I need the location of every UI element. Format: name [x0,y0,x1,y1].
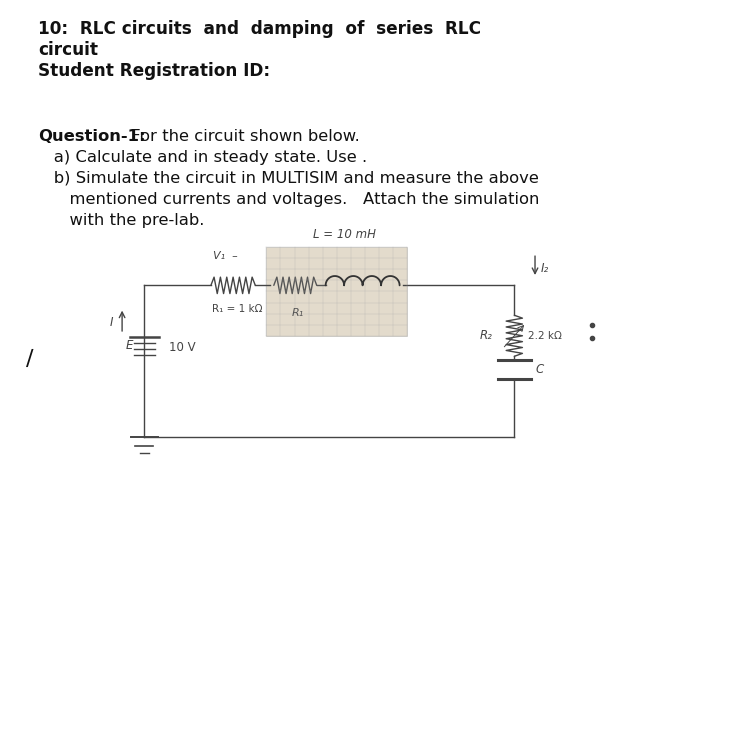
Text: b) Simulate the circuit in MULTISIM and measure the above: b) Simulate the circuit in MULTISIM and … [38,171,539,186]
Text: 10:  RLC circuits  and  damping  of  series  RLC: 10: RLC circuits and damping of series R… [38,20,482,38]
Text: Student Registration ID:: Student Registration ID: [38,62,271,80]
Text: mentioned currents and voltages.   Attach the simulation: mentioned currents and voltages. Attach … [38,192,540,207]
Text: V₁  –: V₁ – [213,251,238,261]
Text: I₂: I₂ [540,261,548,275]
Text: R₂: R₂ [480,329,492,342]
Text: C: C [535,363,543,376]
Text: a) Calculate and in steady state. Use .: a) Calculate and in steady state. Use . [38,150,368,165]
Text: with the pre-lab.: with the pre-lab. [38,213,205,228]
Text: For the circuit shown below.: For the circuit shown below. [126,129,360,144]
Text: ∕: ∕ [26,349,33,368]
Text: Question-1:: Question-1: [38,129,146,144]
Text: 2.2 kΩ: 2.2 kΩ [528,331,562,341]
Text: circuit: circuit [38,41,98,59]
Bar [266,247,407,336]
Text: 10 V: 10 V [169,341,195,354]
Text: R₁: R₁ [292,308,304,317]
Text: I: I [110,316,113,329]
Text: E: E [126,338,133,352]
Text: R₁ = 1 kΩ: R₁ = 1 kΩ [212,304,262,314]
Text: L = 10 mH: L = 10 mH [312,228,376,241]
